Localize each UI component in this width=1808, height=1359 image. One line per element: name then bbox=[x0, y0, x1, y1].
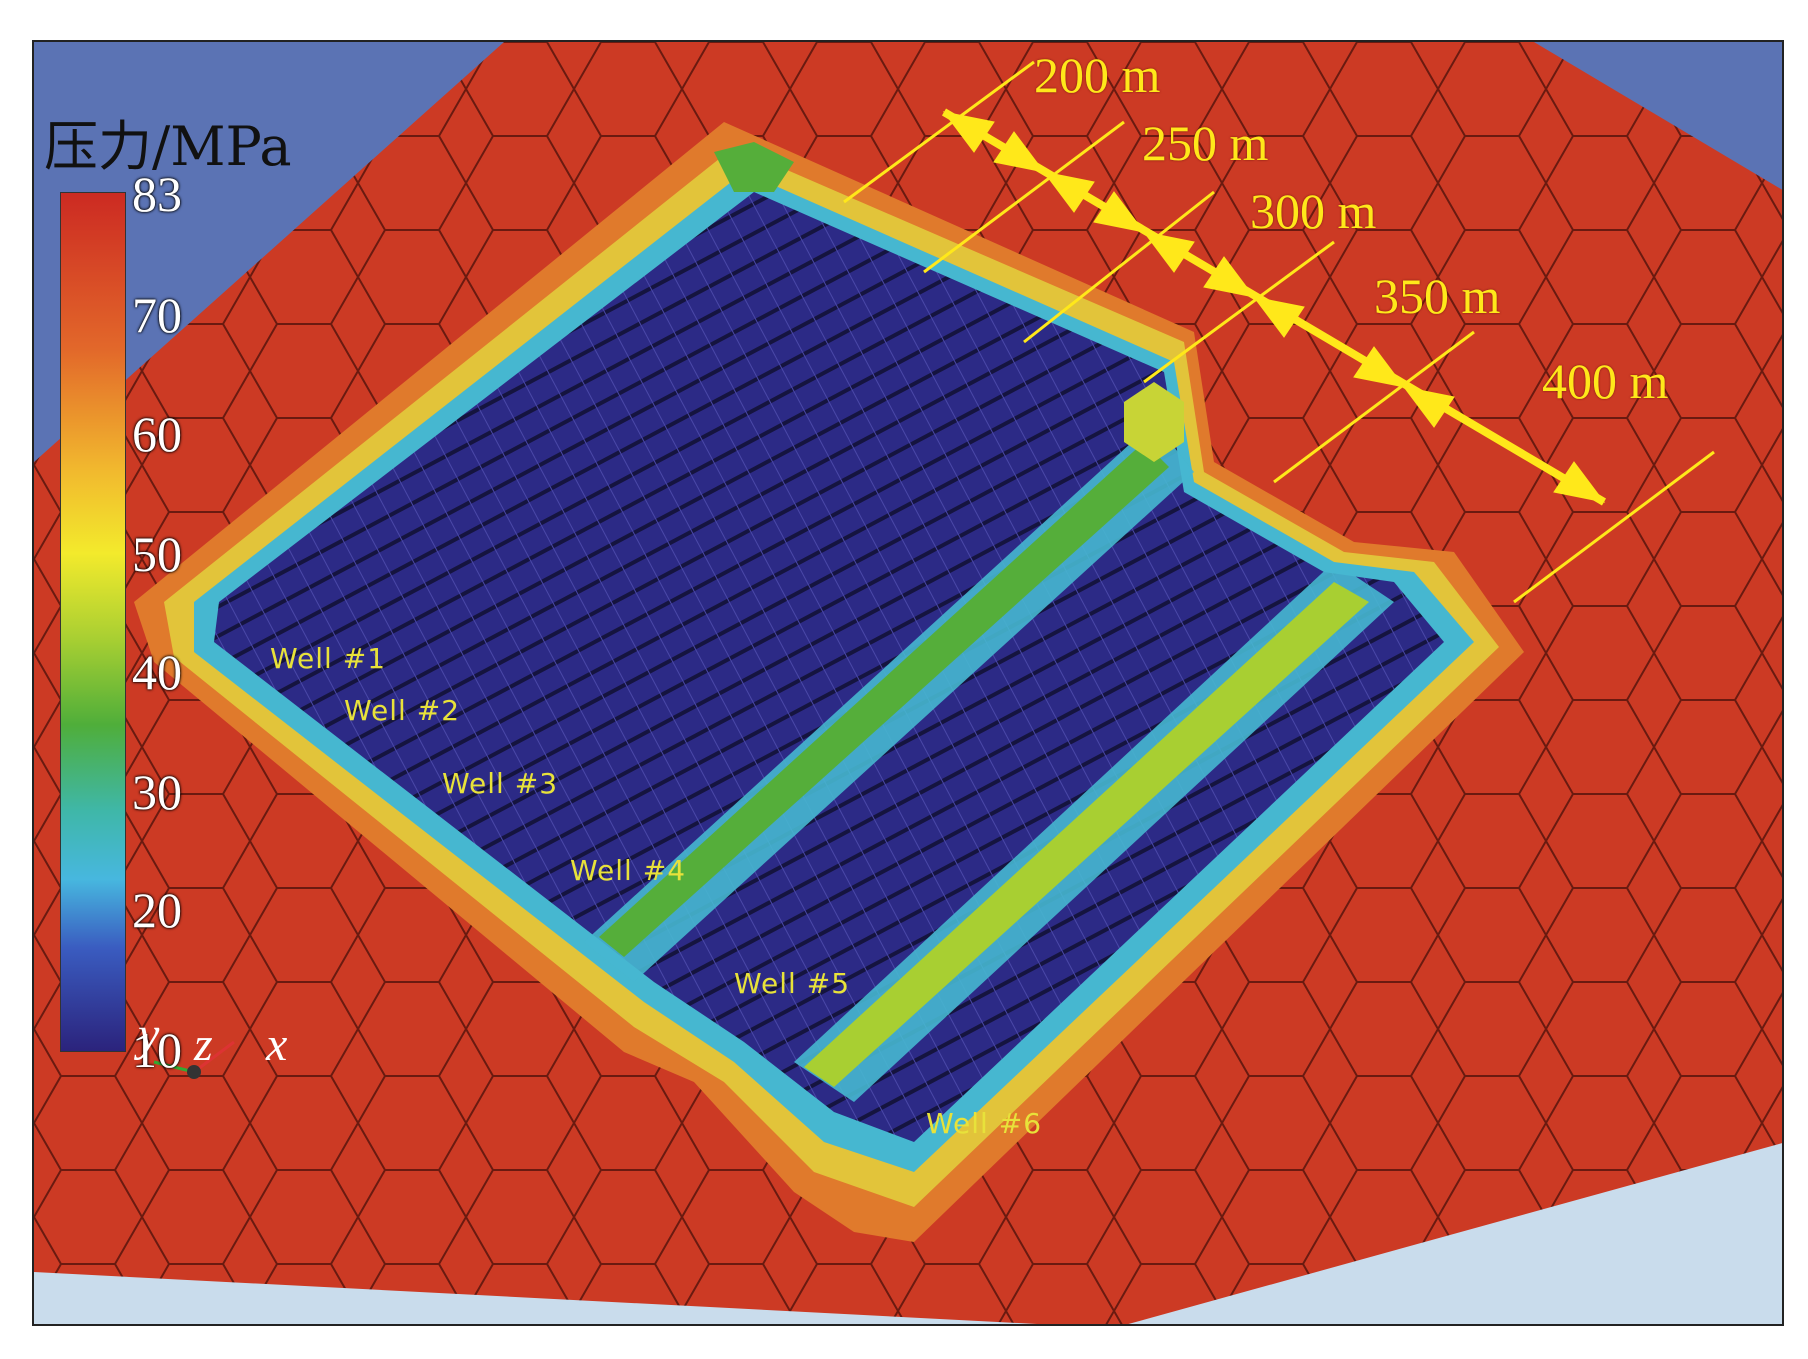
yellow-green-cell bbox=[1124, 382, 1184, 462]
distance-label: 350 m bbox=[1374, 268, 1501, 324]
green-corner-cell bbox=[714, 142, 794, 192]
axis-triad bbox=[153, 1040, 235, 1079]
distance-label: 200 m bbox=[1034, 47, 1161, 103]
well-label: Well #1 bbox=[270, 642, 387, 675]
well-label: Well #4 bbox=[570, 854, 687, 887]
axis-label-x: x bbox=[266, 1018, 288, 1071]
well-label: Well #3 bbox=[442, 767, 559, 800]
well-label: Well #2 bbox=[344, 694, 461, 727]
tick-20: 20 bbox=[132, 882, 182, 938]
tick-50: 50 bbox=[132, 526, 182, 582]
tick-70: 70 bbox=[132, 287, 182, 343]
axis-label-y: y bbox=[138, 1008, 160, 1061]
tick-40: 40 bbox=[132, 644, 182, 700]
tick-83: 83 bbox=[132, 166, 182, 222]
figure-frame: 压力/MPa 83 70 60 50 40 30 20 10 y z x Wel… bbox=[32, 40, 1784, 1326]
axis-label-z: z bbox=[194, 1018, 213, 1071]
distance-annotations bbox=[843, 60, 1715, 604]
well-label: Well #5 bbox=[734, 967, 851, 1000]
well-label: Well #6 bbox=[926, 1107, 1043, 1140]
tick-10: 10 bbox=[132, 1022, 182, 1078]
pressure-colorbar bbox=[60, 192, 126, 1052]
distance-label: 400 m bbox=[1542, 353, 1669, 409]
legend-title: 压力/MPa bbox=[44, 115, 292, 178]
distance-label: 250 m bbox=[1142, 115, 1269, 171]
distance-label: 300 m bbox=[1250, 183, 1377, 239]
tick-30: 30 bbox=[132, 764, 182, 820]
interwell-band-2-core bbox=[804, 582, 1369, 1087]
pressure-field-view bbox=[34, 42, 1782, 1324]
interwell-band-1-core bbox=[599, 442, 1169, 957]
tick-60: 60 bbox=[132, 406, 182, 462]
